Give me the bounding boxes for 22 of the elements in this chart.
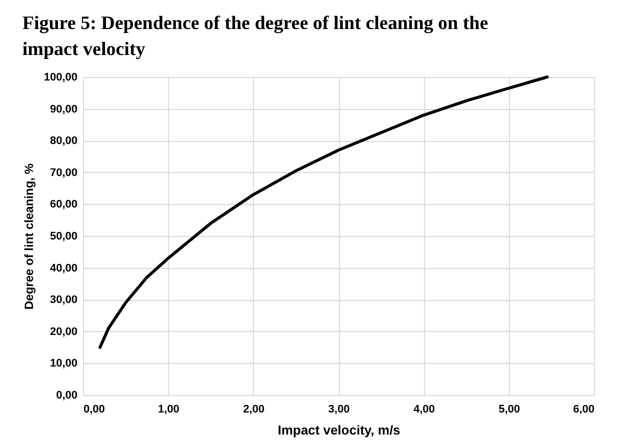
y-tick-label: 100,00 (44, 72, 78, 84)
x-tick-label: 5,00 (498, 404, 520, 416)
x-axis-title: Impact velocity, m/s (278, 422, 400, 438)
y-tick-label: 60,00 (50, 198, 78, 211)
y-tick-label: 20,00 (50, 326, 78, 338)
x-tick-label: 1,00 (158, 404, 180, 416)
y-tick-label: 50,00 (50, 230, 78, 242)
line-series (98, 76, 549, 349)
y-tick-label: 40,00 (50, 262, 78, 274)
x-tick-label: 6,00 (573, 404, 594, 416)
x-tick-label: 2,00 (243, 404, 265, 416)
x-tick-label: 4,00 (413, 404, 435, 416)
chart-title: Figure 5: Dependence of the degree of lint cleaning on the impact velocity (22, 13, 488, 60)
y-tick-label: 80,00 (50, 135, 78, 148)
y-axis-title: Degree of lint cleaning, % (22, 163, 36, 310)
y-tick-label: 90,00 (50, 103, 78, 116)
y-tick-label: 30,00 (50, 294, 78, 306)
y-tick-label: 0,00 (56, 390, 78, 402)
y-tick-label: 70,00 (50, 166, 78, 179)
y-tick-label: 10,00 (50, 358, 78, 370)
x-tick-label: 0,00 (84, 404, 105, 416)
x-tick-label: 3,00 (328, 404, 350, 416)
